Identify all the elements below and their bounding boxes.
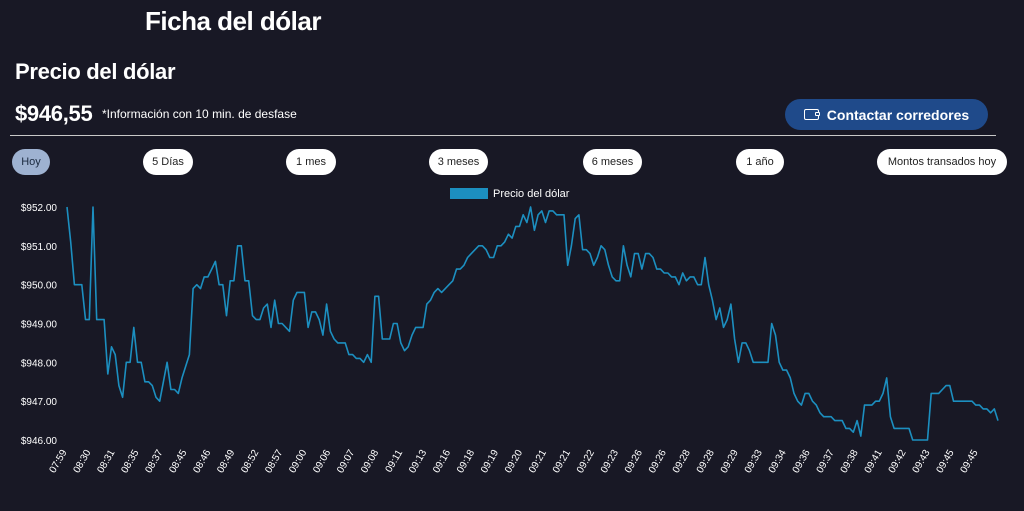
current-price: $946,55 <box>15 101 93 126</box>
x-tick-label: 08:57 <box>263 448 285 476</box>
tab-label: Hoy <box>21 156 41 168</box>
x-tick-label: 09:45 <box>935 448 957 476</box>
x-tick-label: 09:21 <box>527 448 549 476</box>
price-chart: $946.00 $947.00 $948.00 $949.00 $950.00 $951.… <box>21 188 999 476</box>
y-tick-label: $949.00 <box>21 320 58 331</box>
x-tick-label: 09:41 <box>863 448 885 476</box>
tab-1-mes[interactable]: 1 mes <box>286 149 336 175</box>
x-tick-label: 09:22 <box>575 448 597 476</box>
tab-label: 1 mes <box>296 156 326 168</box>
x-tick-label: 09:34 <box>767 448 789 476</box>
x-tick-label: 09:00 <box>287 448 309 476</box>
divider <box>10 135 996 136</box>
x-tick-label: 09:11 <box>384 448 406 475</box>
tab-5-dias[interactable]: 5 Días <box>143 149 193 175</box>
x-tick-label: 09:45 <box>959 448 981 476</box>
app-title: Ficha del dólar <box>145 6 322 36</box>
y-tick-label: $951.00 <box>21 242 58 253</box>
y-tick-label: $946.00 <box>21 436 58 447</box>
tab-3-meses[interactable]: 3 meses <box>429 149 488 175</box>
x-tick-label: 09:08 <box>359 448 381 476</box>
x-tick-label: 09:29 <box>719 448 741 476</box>
x-tick-label: 09:43 <box>911 448 933 476</box>
x-tick-label: 08:45 <box>167 448 189 476</box>
contact-brokers-label: Contactar corredores <box>826 106 970 123</box>
x-tick-label: 08:35 <box>119 448 141 476</box>
x-tick-label: 09:07 <box>335 448 357 476</box>
y-tick-label: $950.00 <box>21 281 58 292</box>
x-tick-label: 08:30 <box>72 448 94 476</box>
tab-label: 1 año <box>746 156 774 168</box>
x-tick-label: 09:20 <box>503 448 525 476</box>
x-tick-label: 09:28 <box>671 448 693 476</box>
tab-label: 5 Días <box>152 156 184 168</box>
y-tick-label: $952.00 <box>21 203 58 214</box>
y-tick-label: $948.00 <box>21 358 58 369</box>
x-tick-label: 09:21 <box>551 448 573 476</box>
contact-brokers-button[interactable]: Contactar corredores <box>785 99 988 130</box>
delay-note: *Información con 10 min. de desfase <box>102 107 297 121</box>
wallet-icon <box>803 109 820 120</box>
x-tick-label: 08:49 <box>215 448 237 476</box>
x-tick-label: 09:33 <box>743 448 765 476</box>
x-tick-label: 09:13 <box>407 448 429 476</box>
x-tick-label: 08:52 <box>239 448 261 476</box>
series-line-precio-del-dolar <box>66 206 999 441</box>
x-tick-label: 08:46 <box>191 448 213 476</box>
x-tick-label: 09:42 <box>887 448 909 476</box>
legend-swatch <box>450 188 488 199</box>
x-tick-label: 08:31 <box>96 448 118 476</box>
tab-label: 3 meses <box>437 156 480 168</box>
tab-label: Montos transados hoy <box>887 156 997 168</box>
x-tick-label: 09:26 <box>623 448 645 476</box>
x-tick-label: 09:23 <box>599 448 621 476</box>
tab-label: 6 meses <box>591 156 634 168</box>
x-tick-label: 09:16 <box>431 448 453 476</box>
x-tick-label: 09:36 <box>791 448 813 476</box>
legend-label: Precio del dólar <box>493 188 570 200</box>
tab-hoy[interactable]: Hoy <box>12 149 50 175</box>
x-tick-label: 09:19 <box>479 448 501 476</box>
x-tick-label: 08:37 <box>143 448 165 476</box>
tab-montos-transados-hoy[interactable]: Montos transados hoy <box>877 149 1007 175</box>
x-tick-label: 09:18 <box>455 448 477 476</box>
x-tick-label: 09:37 <box>815 448 837 476</box>
y-tick-label: $947.00 <box>21 397 58 408</box>
x-tick-label: 09:26 <box>647 448 669 476</box>
tab-6-meses[interactable]: 6 meses <box>583 149 642 175</box>
section-title: Precio del dólar <box>15 59 176 84</box>
tab-1-ano[interactable]: 1 año <box>736 149 784 175</box>
x-tick-label: 09:28 <box>695 448 717 476</box>
x-tick-label: 09:38 <box>839 448 861 476</box>
x-tick-label: 09:06 <box>311 448 333 476</box>
x-tick-label: 07:59 <box>48 448 70 476</box>
